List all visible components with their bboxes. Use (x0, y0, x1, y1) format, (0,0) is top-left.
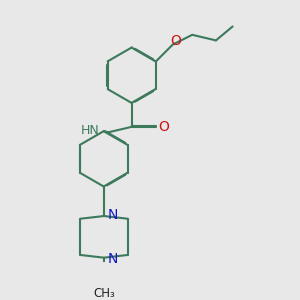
Text: O: O (171, 34, 182, 48)
Text: N: N (107, 252, 118, 266)
Text: N: N (107, 208, 118, 222)
Text: CH₃: CH₃ (93, 287, 115, 300)
Text: HN: HN (81, 124, 100, 137)
Text: O: O (158, 120, 169, 134)
